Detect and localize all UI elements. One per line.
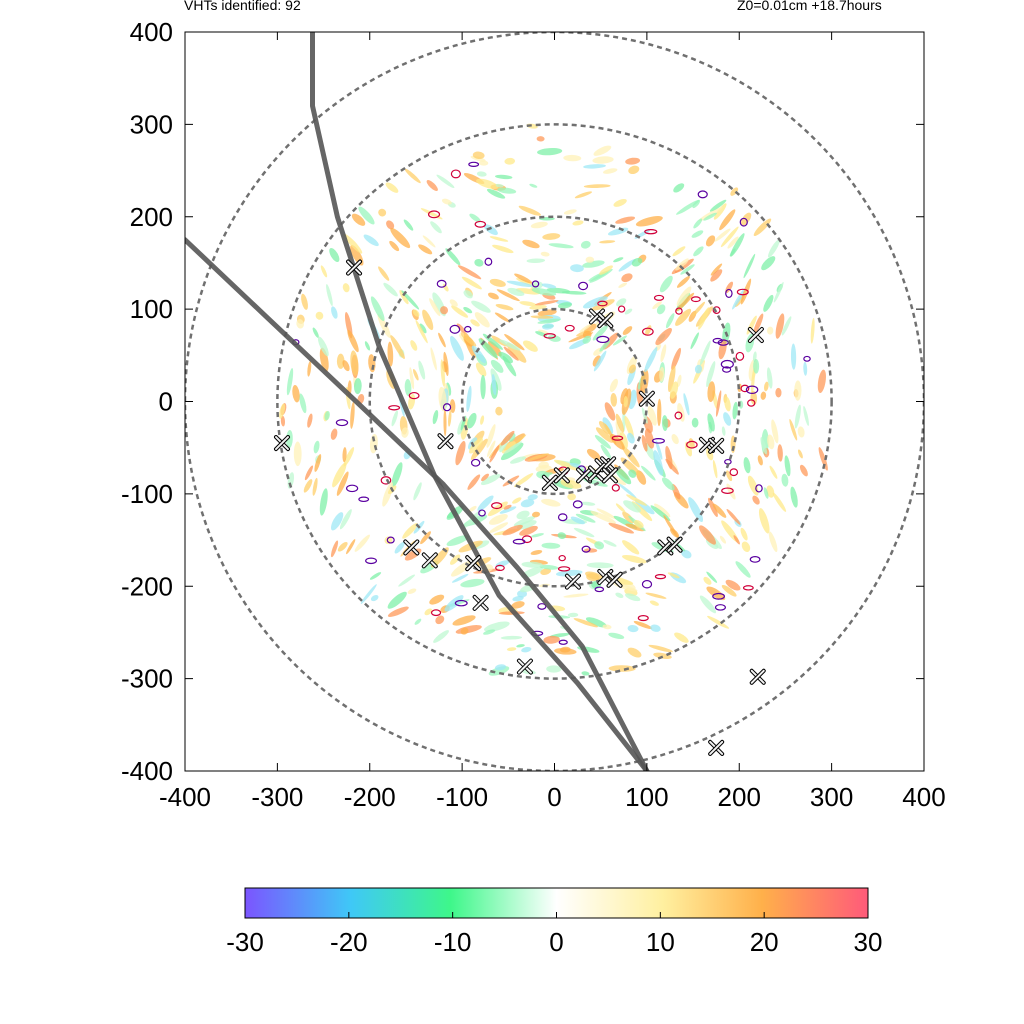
vht-marker bbox=[403, 539, 420, 556]
vht-marker bbox=[421, 552, 438, 569]
vht-marker bbox=[708, 739, 725, 756]
vht-marker bbox=[541, 474, 558, 491]
vht-marker bbox=[749, 668, 766, 685]
y-tick-label: 300 bbox=[130, 109, 173, 139]
colorbar-tick-label: 20 bbox=[750, 927, 779, 957]
vht-marker bbox=[638, 390, 655, 407]
vht-marker bbox=[576, 467, 593, 484]
track-line bbox=[310, 32, 650, 771]
vht-marker bbox=[516, 658, 533, 675]
colorbar-ticks: -30 -20 -10 0 10 20 30 bbox=[226, 912, 882, 957]
vht-marker bbox=[666, 536, 683, 553]
y-tick-label: -100 bbox=[121, 479, 173, 509]
vht-marker bbox=[597, 312, 614, 329]
vht-marker bbox=[588, 308, 605, 325]
vht-marker bbox=[747, 326, 764, 343]
vht-marker bbox=[564, 573, 581, 590]
colorbar-tick-label: 10 bbox=[646, 927, 675, 957]
x-tick-label: -200 bbox=[344, 782, 396, 812]
y-tick-label: 100 bbox=[130, 294, 173, 324]
x-tick-label: 200 bbox=[718, 782, 761, 812]
colorbar-tick-label: 0 bbox=[549, 927, 563, 957]
x-tick-label: -300 bbox=[251, 782, 303, 812]
run-info-label: Z0=0.01cm +18.7hours bbox=[737, 0, 882, 13]
track-line bbox=[185, 237, 650, 771]
colorbar-tick-label: -20 bbox=[330, 927, 368, 957]
vht-marker bbox=[465, 555, 482, 572]
x-tick-label: 100 bbox=[625, 782, 668, 812]
x-axis: -400 -300 -200 -100 0 100 200 300 400 bbox=[159, 32, 946, 812]
vht-marker bbox=[606, 571, 623, 588]
track-lines bbox=[185, 32, 650, 771]
y-tick-label: -300 bbox=[121, 664, 173, 694]
colorbar-tick-label: -30 bbox=[226, 927, 264, 957]
y-tick-label: -400 bbox=[121, 756, 173, 786]
x-tick-label: -100 bbox=[436, 782, 488, 812]
colorbar-tick-label: -10 bbox=[434, 927, 472, 957]
vht-marker bbox=[472, 594, 489, 611]
vht-marker bbox=[601, 467, 618, 484]
vht-marker bbox=[553, 467, 570, 484]
vht-marker bbox=[437, 433, 454, 450]
x-tick-label: -400 bbox=[159, 782, 211, 812]
y-tick-label: 0 bbox=[159, 387, 173, 417]
x-tick-label: 0 bbox=[547, 782, 561, 812]
range-ring bbox=[276, 123, 833, 680]
vht-marker bbox=[708, 437, 725, 454]
vht-count-label: VHTs identified: 92 bbox=[184, 0, 301, 13]
y-tick-label: 400 bbox=[130, 17, 173, 47]
x-tick-label: 300 bbox=[810, 782, 853, 812]
vorticity-field bbox=[279, 123, 828, 676]
y-tick-label: 200 bbox=[130, 202, 173, 232]
colorbar-tick-label: 30 bbox=[854, 927, 883, 957]
x-tick-label: 400 bbox=[902, 782, 945, 812]
vht-markers bbox=[273, 259, 766, 756]
vht-marker bbox=[273, 435, 290, 452]
vht-marker bbox=[346, 259, 363, 276]
y-tick-label: -200 bbox=[121, 571, 173, 601]
range-ring bbox=[368, 215, 741, 588]
y-axis: 400 300 200 100 0 -100 -200 -300 -400 bbox=[121, 17, 924, 786]
